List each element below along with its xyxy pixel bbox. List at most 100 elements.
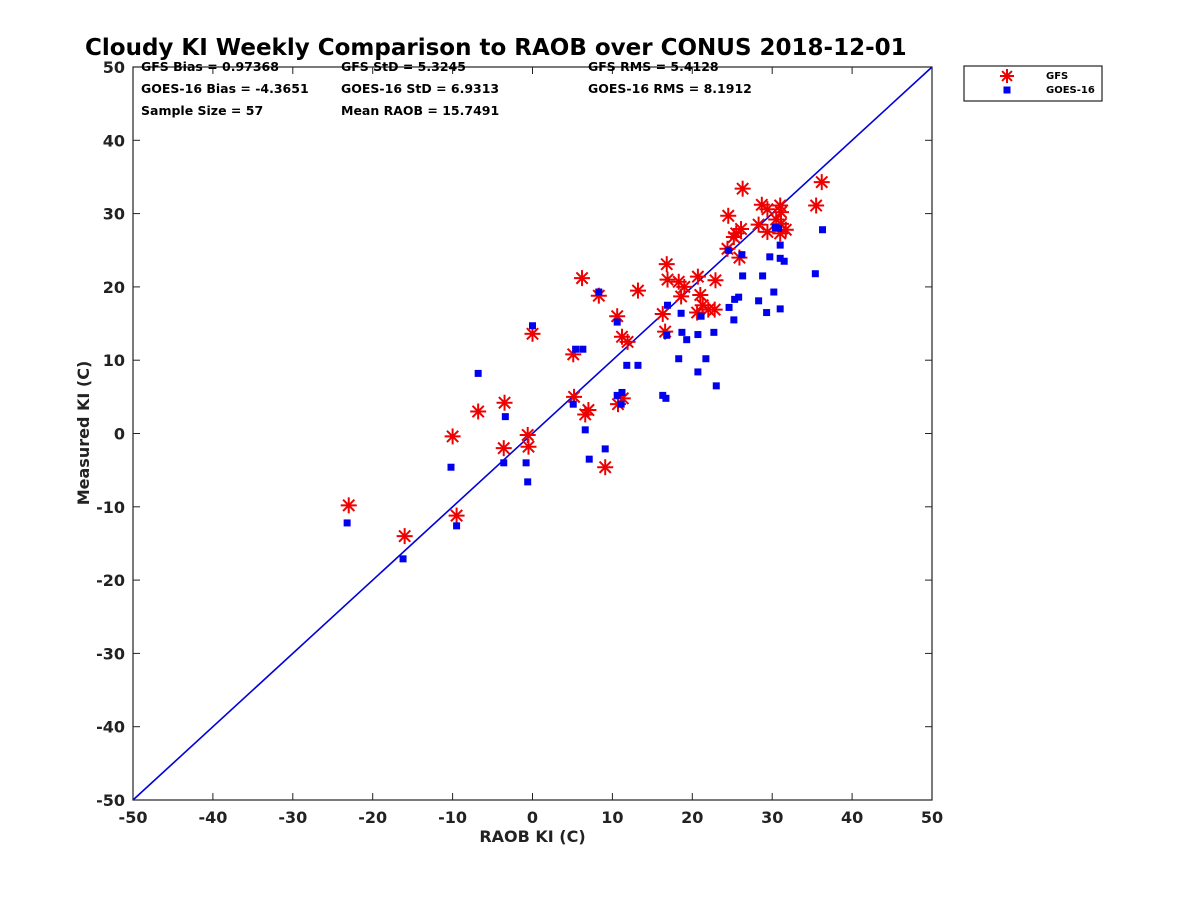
goes16-point (776, 254, 784, 262)
gfs-point (707, 272, 724, 289)
goes16-point (501, 413, 509, 421)
legend-box (963, 65, 1103, 102)
goes16-point (343, 519, 351, 527)
goes16-point (710, 328, 718, 336)
y-tick-label: -50 (96, 791, 125, 810)
goes16-point (663, 331, 671, 339)
goes16-point (634, 361, 642, 369)
goes16-point (662, 394, 670, 402)
goes16-point (819, 226, 827, 234)
gfs-point (448, 507, 465, 524)
x-axis-label: RAOB KI (C) (479, 827, 585, 846)
goes16-point (780, 257, 788, 265)
goes16-point (694, 331, 702, 339)
goes16-point (725, 303, 733, 311)
goes16-point (776, 305, 784, 313)
goes16-point (775, 224, 783, 232)
gfs-point (654, 306, 671, 323)
goes16-point (735, 293, 743, 301)
goes16-point (572, 345, 580, 353)
goes16-point (529, 322, 536, 330)
y-tick-label: 10 (103, 351, 125, 370)
gfs-point (566, 388, 583, 405)
goes16-point (683, 336, 691, 344)
goes16-point (766, 253, 774, 261)
goes16-point (579, 345, 587, 353)
goes16-point (694, 368, 702, 376)
gfs-point (565, 346, 582, 363)
gfs-point (759, 223, 776, 240)
goes16-point (618, 388, 626, 396)
y-tick-label: -40 (96, 718, 125, 737)
gfs-point (495, 440, 512, 457)
goes16-point (569, 400, 577, 408)
stat-sample-size: Sample Size = 57 (141, 103, 263, 118)
goes16-point (678, 328, 686, 336)
x-tick-label: 30 (761, 808, 783, 827)
goes16-point (776, 241, 784, 249)
series-goes16 (343, 224, 827, 563)
x-tick-label: 20 (681, 808, 703, 827)
legend-goes16-square (1003, 86, 1011, 94)
y-tick-label: -20 (96, 571, 125, 590)
gfs-point (574, 270, 591, 287)
goes16-point (474, 369, 482, 377)
goes16-point (730, 316, 738, 324)
gfs-point (733, 220, 750, 237)
gfs-point (609, 308, 626, 325)
x-tick-label: -30 (278, 808, 307, 827)
statistics-block: GFS Bias = 0.97368 GFS StD = 5.3245 GFS … (141, 59, 752, 118)
x-tick-label: -20 (358, 808, 387, 827)
stat-goes16-rms: GOES-16 RMS = 8.1912 (588, 81, 752, 96)
legend-gfs-asterisk (1000, 69, 1014, 83)
goes16-point (724, 246, 732, 254)
goes16-point (453, 522, 461, 530)
legend-gfs-label: GFS (1046, 71, 1068, 82)
stat-goes16-bias: GOES-16 Bias = -4.3651 (141, 81, 309, 96)
x-axis-ticks: -50 -40 -30 -20 -10 0 10 20 30 40 50 (119, 67, 943, 827)
goes16-point (763, 309, 771, 317)
goes16-point (702, 355, 710, 363)
one-to-one-reference-line (132, 66, 933, 801)
legend-goes16-marker (1003, 86, 1011, 94)
goes16-point (601, 445, 609, 453)
gfs-point (396, 528, 413, 545)
x-tick-label: -40 (198, 808, 227, 827)
goes16-point (677, 309, 685, 317)
y-tick-label: 40 (103, 131, 125, 150)
goes16-point (811, 270, 819, 278)
y-tick-label: -30 (96, 644, 125, 663)
goes16-point (738, 251, 746, 259)
stat-mean-raob: Mean RAOB = 15.7491 (341, 103, 499, 118)
gfs-point (706, 301, 723, 318)
stat-gfs-std: GFS StD = 5.3245 (341, 59, 466, 74)
gfs-point (496, 394, 513, 411)
y-tick-label: 50 (103, 58, 125, 77)
gfs-point (520, 438, 537, 455)
goes16-point (500, 459, 508, 467)
goes16-point (595, 288, 603, 296)
gfs-point (580, 402, 597, 419)
goes16-point (522, 459, 530, 467)
x-tick-label: 50 (921, 808, 943, 827)
gfs-point (676, 278, 693, 295)
goes16-point (770, 288, 778, 296)
goes16-point (585, 455, 593, 463)
gfs-point (597, 459, 614, 476)
x-tick-label: 40 (841, 808, 863, 827)
goes16-point (675, 355, 683, 363)
gfs-point (629, 282, 646, 299)
x-tick-label: 10 (601, 808, 623, 827)
goes16-point (664, 301, 672, 309)
y-tick-label: 20 (103, 278, 125, 297)
gfs-point (750, 216, 767, 233)
y-axis-label: Measured KI (C) (74, 361, 93, 506)
goes16-point (755, 297, 763, 305)
legend: GFS GOES-16 (963, 65, 1103, 102)
gfs-point (590, 287, 607, 304)
goes16-point (731, 295, 739, 303)
goes16-point (712, 382, 720, 390)
gfs-point (689, 268, 706, 285)
chart-title: Cloudy KI Weekly Comparison to RAOB over… (85, 35, 907, 61)
